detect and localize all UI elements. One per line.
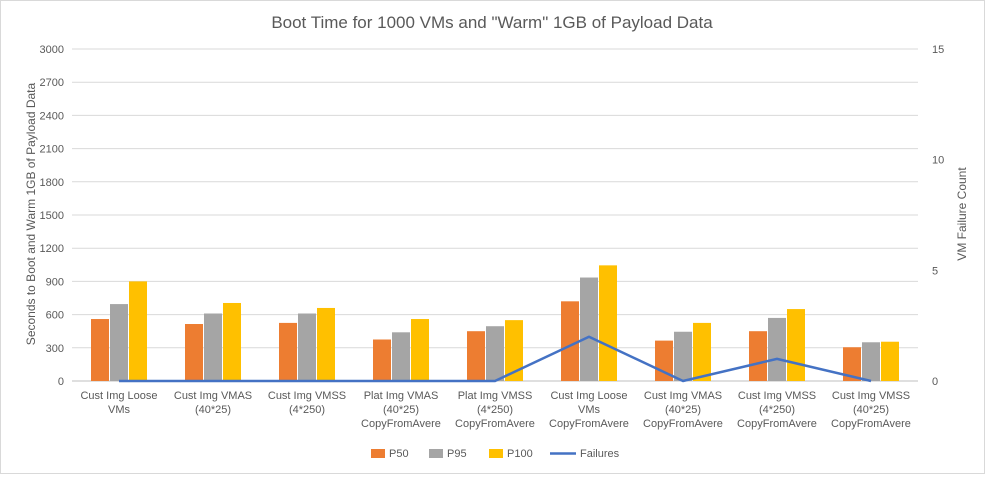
bar-p100 (223, 302, 241, 381)
x-tick-label: Cust Img VMAS (174, 390, 252, 402)
bar-p50 (749, 331, 767, 381)
y-axis-title: Seconds to Boot and Warm 1GB of Payload … (24, 82, 38, 345)
bar-p50 (185, 324, 203, 381)
bar-p100 (599, 265, 617, 381)
bar-p50 (561, 301, 579, 381)
legend-swatch-p50 (371, 449, 385, 458)
bar-p100 (505, 320, 523, 381)
bar-p95 (392, 332, 410, 381)
x-tick-label: CopyFromAvere (643, 418, 723, 430)
x-tick-label: Cust Img Loose (80, 390, 157, 402)
y2-axis-title: VM Failure Count (955, 167, 969, 261)
y-tick-label: 1500 (40, 210, 64, 222)
x-tick-label: (4*250) (759, 404, 795, 416)
y2-tick-label: 0 (932, 376, 938, 388)
failures-line-layer (119, 335, 872, 383)
bar-p50 (279, 322, 297, 381)
bar-p95 (580, 277, 598, 381)
x-tick-label: CopyFromAvere (361, 418, 441, 430)
x-tick-label: VMs (578, 404, 601, 416)
bar-p50 (467, 331, 485, 381)
bar-p100 (317, 307, 335, 381)
y-tick-label: 2700 (40, 77, 64, 89)
legend-label: P50 (389, 448, 409, 460)
x-tick-label: (4*250) (477, 404, 513, 416)
bar-p95 (486, 326, 504, 381)
x-tick-label: VMs (108, 404, 131, 416)
y-tick-label: 900 (46, 276, 64, 288)
bar-p95 (298, 313, 316, 381)
y-tick-label: 2100 (40, 144, 64, 156)
bar-p95 (110, 304, 128, 381)
y2-tick-label: 15 (932, 44, 944, 56)
bar-p95 (204, 313, 222, 381)
x-tick-label: Cust Img VMSS (832, 390, 910, 402)
x-tick-label: (40*25) (383, 404, 419, 416)
y-tick-label: 1800 (40, 177, 64, 189)
x-tick-label: (40*25) (195, 404, 231, 416)
bars (91, 265, 899, 381)
x-tick-label: Cust Img Loose (550, 390, 627, 402)
x-tick-label: Plat Img VMAS (364, 390, 439, 402)
x-tick-label: Cust Img VMSS (268, 390, 346, 402)
y-tick-label: 600 (46, 310, 64, 322)
bar-p50 (91, 319, 109, 381)
y-axis-ticks: 0 300 600 900 1200 1500 1800 2100 2400 2700 3000 (40, 44, 64, 388)
bar-p100 (787, 309, 805, 381)
bar-p100 (129, 281, 147, 381)
y-tick-label: 3000 (40, 44, 64, 56)
y-tick-label: 0 (58, 376, 64, 388)
legend: P50 P95 P100 Failures (371, 448, 620, 460)
bar-p50 (373, 339, 391, 381)
x-axis-labels: Cust Img Loose VMs Cust Img VMAS (40*25) Cus… (80, 390, 910, 430)
y2-axis-ticks: 0 5 10 15 (932, 44, 944, 388)
legend-swatch-p100 (489, 449, 503, 458)
legend-swatch-p95 (429, 449, 443, 458)
bar-p95 (674, 331, 692, 381)
x-tick-label: Plat Img VMSS (458, 390, 533, 402)
legend-label: P95 (447, 448, 467, 460)
x-tick-label: Cust Img VMSS (738, 390, 816, 402)
x-tick-label: Cust Img VMAS (644, 390, 722, 402)
x-tick-label: (40*25) (853, 404, 889, 416)
y-tick-label: 300 (46, 343, 64, 355)
bar-p100 (693, 322, 711, 381)
x-tick-label: (40*25) (665, 404, 701, 416)
failures-line (119, 335, 872, 383)
x-tick-label: CopyFromAvere (737, 418, 817, 430)
legend-label: P100 (507, 448, 533, 460)
x-tick-label: CopyFromAvere (831, 418, 911, 430)
bar-p50 (843, 347, 861, 381)
y-tick-label: 2400 (40, 110, 64, 122)
y2-tick-label: 5 (932, 265, 938, 277)
bar-p100 (881, 341, 899, 381)
x-tick-label: CopyFromAvere (455, 418, 535, 430)
bar-p100 (411, 319, 429, 381)
x-tick-label: CopyFromAvere (549, 418, 629, 430)
y2-tick-label: 10 (932, 155, 944, 167)
bar-p95 (768, 317, 786, 381)
x-tick-label: (4*250) (289, 404, 325, 416)
chart-title: Boot Time for 1000 VMs and "Warm" 1GB of… (271, 13, 713, 32)
legend-label: Failures (580, 448, 620, 460)
y-tick-label: 1200 (40, 243, 64, 255)
bar-p95 (862, 342, 880, 381)
